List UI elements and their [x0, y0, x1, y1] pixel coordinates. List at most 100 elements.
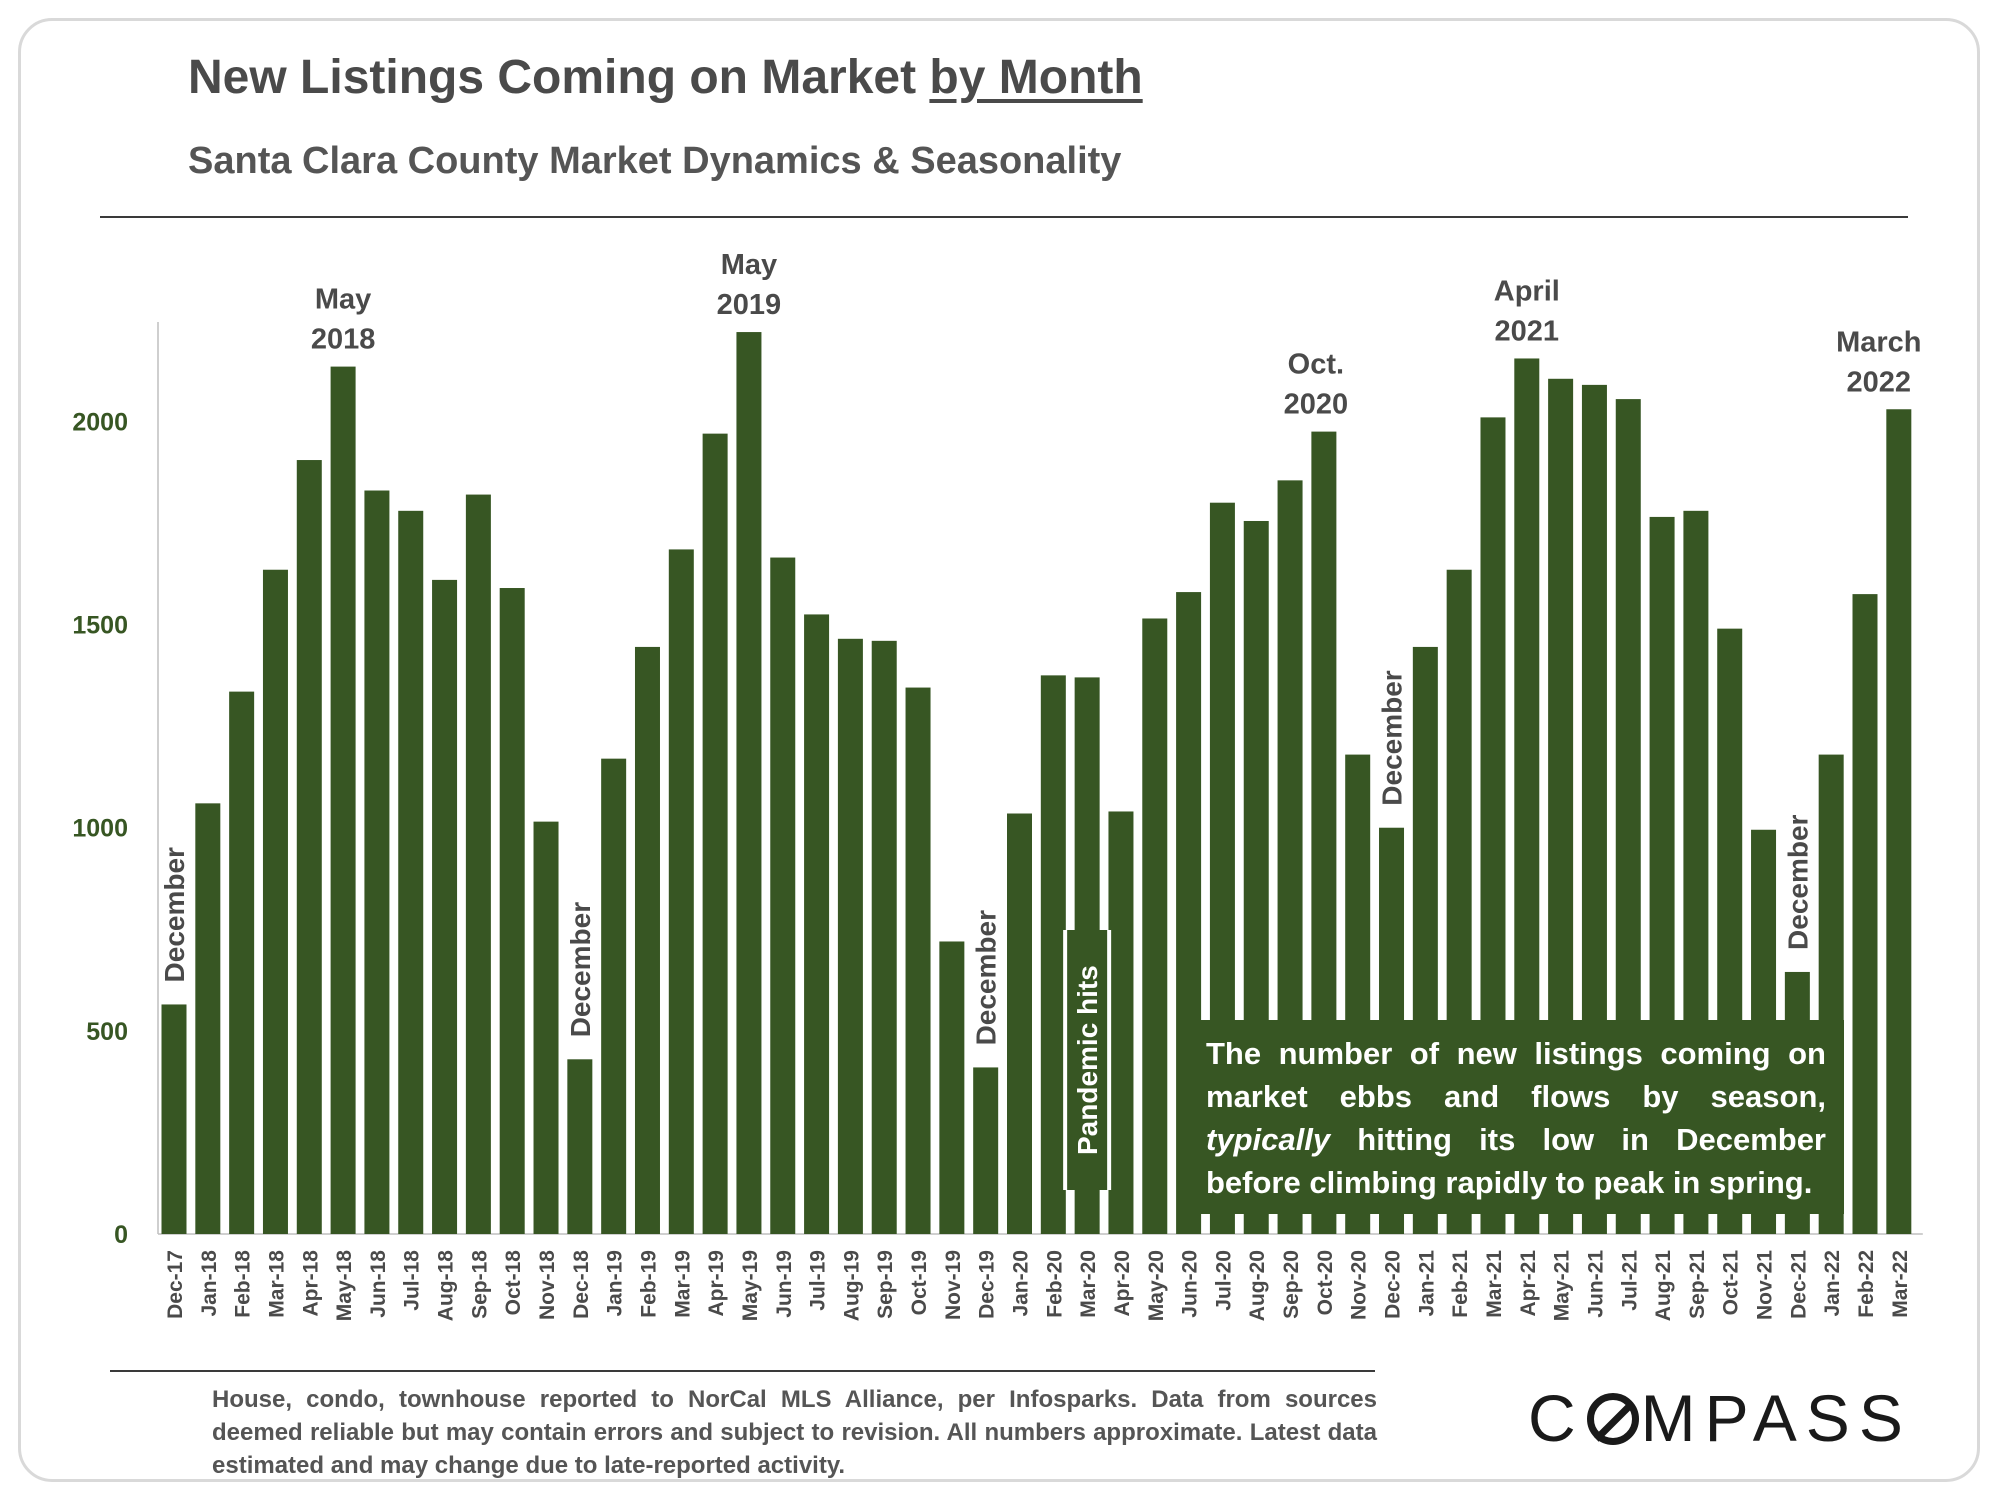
x-tick-label: Dec-18 — [570, 1250, 593, 1319]
footer-divider — [110, 1370, 1375, 1372]
x-tick-label: Nov-21 — [1754, 1250, 1777, 1320]
x-tick-label: Jun-20 — [1179, 1250, 1202, 1318]
x-tick-label: Jan-18 — [198, 1250, 221, 1317]
bar — [837, 638, 863, 1234]
peak-label: March — [1836, 326, 1921, 358]
x-tick-label: Apr-20 — [1111, 1250, 1134, 1317]
peak-label: 2020 — [1284, 389, 1349, 421]
x-tick-label: Mar-20 — [1077, 1250, 1100, 1318]
bar — [364, 490, 390, 1234]
pandemic-label: Pandemic hits — [1072, 965, 1103, 1155]
bar — [432, 579, 458, 1234]
x-tick-label: Nov-19 — [942, 1250, 965, 1320]
x-tick-label: May-21 — [1551, 1250, 1574, 1322]
x-tick-label: Jun-21 — [1584, 1250, 1607, 1318]
peak-label: May — [721, 249, 777, 281]
x-tick-label: Dec-19 — [976, 1250, 999, 1319]
december-label: December — [971, 910, 1002, 1046]
bar — [1852, 594, 1878, 1234]
bar — [195, 803, 221, 1234]
title-emphasis: by Month — [929, 51, 1143, 104]
bar — [770, 557, 796, 1234]
x-tick-label: Nov-20 — [1348, 1250, 1371, 1320]
peak-label: 2018 — [311, 324, 376, 356]
pandemic-label-block — [1067, 930, 1108, 1190]
bar — [1108, 811, 1134, 1234]
logo-rest: MPASS — [1640, 1381, 1912, 1455]
y-tick-label: 1000 — [72, 815, 128, 843]
chart-subtitle: Santa Clara County Market Dynamics & Sea… — [188, 140, 1122, 182]
bar — [161, 1004, 187, 1234]
bar — [1886, 409, 1912, 1234]
x-tick-label: Feb-22 — [1855, 1250, 1878, 1318]
peak-label: April — [1494, 275, 1560, 307]
x-tick-label: Dec-17 — [164, 1250, 187, 1319]
x-tick-label: Feb-21 — [1449, 1250, 1472, 1318]
peak-label: 2022 — [1847, 366, 1912, 398]
bar — [973, 1067, 999, 1234]
x-tick-label: Apr-21 — [1517, 1250, 1540, 1317]
bar — [1007, 813, 1032, 1234]
x-tick-label: Jun-19 — [773, 1250, 796, 1318]
x-tick-label: Sep-21 — [1686, 1250, 1709, 1319]
bar — [668, 549, 694, 1234]
bar — [1040, 675, 1066, 1234]
bar — [229, 691, 255, 1234]
note-part1: The number of new listings coming on mar… — [1206, 1036, 1826, 1114]
y-tick-label: 1500 — [72, 612, 128, 640]
annotation-note: The number of new listings coming on mar… — [1188, 1020, 1844, 1214]
logo-c: C — [1528, 1381, 1585, 1455]
x-tick-label: Dec-20 — [1382, 1250, 1405, 1319]
bar — [330, 366, 356, 1234]
bar — [601, 758, 627, 1234]
x-tick-label: Apr-19 — [705, 1250, 728, 1317]
x-tick-label: Feb-20 — [1043, 1250, 1066, 1318]
x-tick-label: Mar-18 — [265, 1250, 288, 1318]
x-tick-label: Jul-20 — [1212, 1250, 1235, 1311]
x-tick-label: May-18 — [333, 1250, 356, 1322]
bar — [499, 588, 525, 1234]
x-tick-label: Jan-21 — [1415, 1250, 1438, 1317]
chart-title: New Listings Coming on Market by Month — [188, 50, 1143, 105]
bar — [736, 332, 762, 1235]
x-tick-label: Oct-20 — [1314, 1250, 1337, 1315]
x-tick-label: Mar-22 — [1889, 1250, 1912, 1318]
x-tick-label: Oct-21 — [1720, 1250, 1743, 1316]
peak-label: 2019 — [717, 289, 782, 321]
x-tick-label: Jan-20 — [1010, 1250, 1033, 1317]
note-emphasis: typically — [1206, 1122, 1331, 1157]
x-tick-label: May-19 — [739, 1250, 762, 1321]
y-tick-label: 500 — [86, 1018, 128, 1046]
x-tick-label: Jun-18 — [367, 1250, 390, 1318]
x-tick-label: Jan-22 — [1821, 1250, 1844, 1317]
december-label: December — [159, 847, 190, 983]
x-tick-label: Sep-18 — [468, 1250, 491, 1319]
bar — [465, 494, 491, 1235]
peak-label: Oct. — [1288, 349, 1344, 381]
x-tick-label: Oct-19 — [908, 1250, 931, 1315]
bar — [905, 687, 931, 1234]
bar — [939, 941, 965, 1234]
bar — [533, 821, 559, 1234]
x-tick-label: Jul-21 — [1618, 1250, 1641, 1311]
note-part2: hitting its low in December before climb… — [1206, 1122, 1826, 1200]
bar — [702, 433, 728, 1234]
bar — [296, 460, 322, 1234]
x-tick-label: Jul-19 — [807, 1250, 830, 1311]
bar — [634, 646, 660, 1234]
compass-logo: C MPASS — [1528, 1380, 1912, 1456]
x-tick-label: Nov-18 — [536, 1250, 559, 1320]
x-tick-label: Apr-18 — [299, 1250, 322, 1317]
bar — [1142, 618, 1168, 1234]
bar — [871, 640, 897, 1234]
bar — [398, 510, 424, 1235]
logo-o-icon — [1586, 1393, 1639, 1445]
y-tick-label: 0 — [114, 1221, 128, 1249]
x-tick-label: Aug-19 — [840, 1250, 863, 1321]
x-tick-label: Jul-18 — [401, 1250, 424, 1311]
bar — [804, 614, 830, 1234]
x-tick-label: Sep-20 — [1280, 1250, 1303, 1319]
footnote: House, condo, townhouse reported to NorC… — [212, 1386, 1377, 1479]
peak-label: May — [315, 284, 371, 316]
x-tick-label: Feb-18 — [232, 1250, 255, 1318]
